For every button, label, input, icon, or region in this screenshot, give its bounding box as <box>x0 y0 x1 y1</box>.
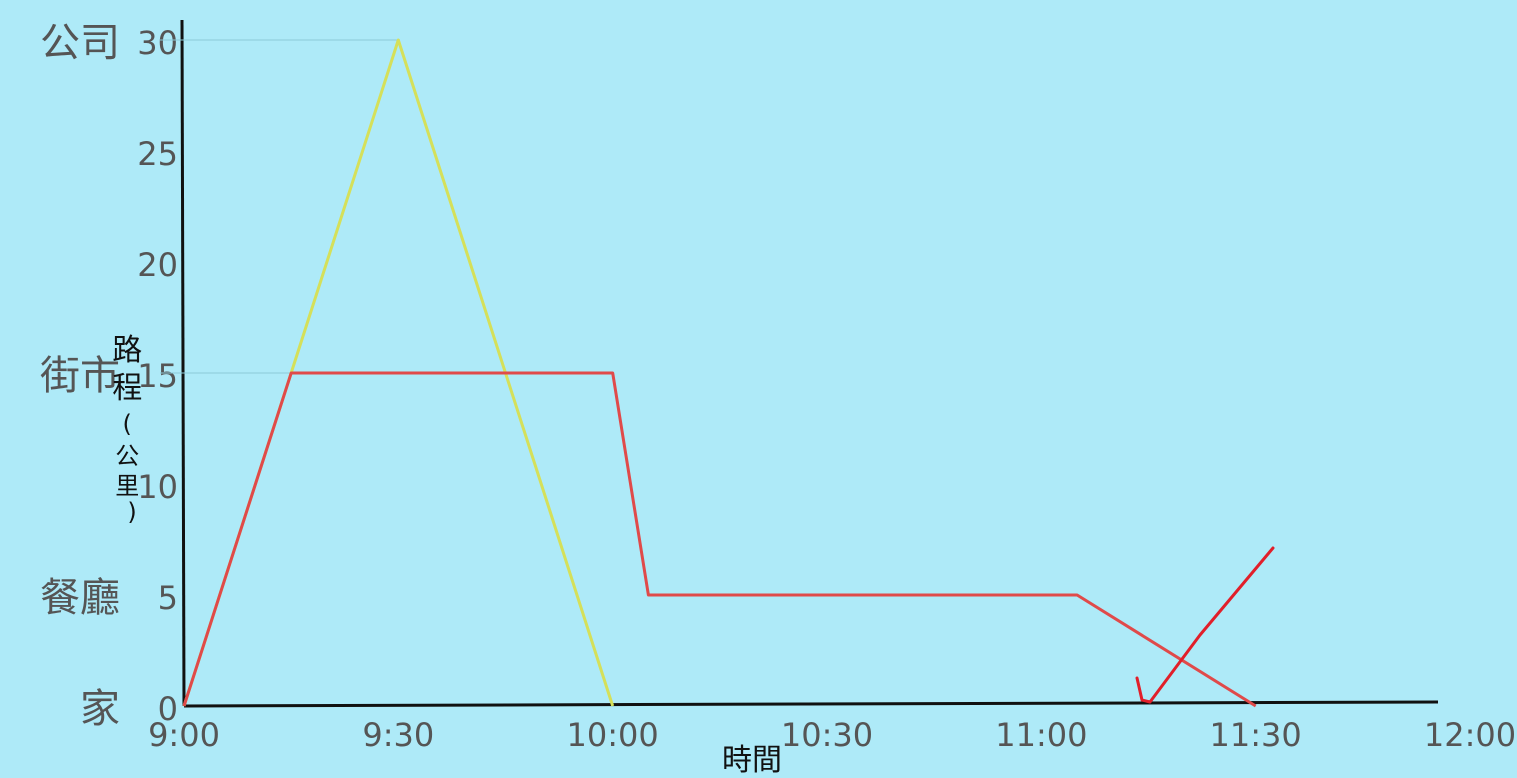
y-tick-label: 0 <box>158 690 178 728</box>
y-tick-label: 25 <box>137 135 178 173</box>
y-tick-label: 15 <box>137 357 178 395</box>
y-axis-label: 路 程 ( 公 里 ) <box>112 333 152 526</box>
x-tick-label: 12:00 <box>1424 716 1516 754</box>
x-tick-label: 11:30 <box>1210 716 1302 754</box>
data-series <box>182 38 1257 708</box>
checkmark-annotation <box>1135 546 1275 704</box>
x-tick-label: 9:00 <box>148 716 220 754</box>
place-label: 街市 <box>40 353 120 399</box>
y-tick-label: 30 <box>137 24 178 62</box>
x-axis-label: 時間 <box>722 743 782 778</box>
y-tick-label: 10 <box>137 468 178 506</box>
series-line-2 <box>182 371 1257 708</box>
tick-labels: 0 5 10 15 20 25 30 9:00 9:30 10:00 10:30 11:00 11:30… <box>137 24 1516 754</box>
y-tick-label: 20 <box>137 246 178 284</box>
x-tick-label: 11:00 <box>995 716 1087 754</box>
axes <box>180 19 1439 708</box>
place-label: 公司 <box>40 20 120 66</box>
y-tick-label: 5 <box>158 579 178 617</box>
y-axis <box>180 19 186 707</box>
place-label: 餐廳 <box>40 575 120 621</box>
x-tick-label: 10:30 <box>781 716 873 754</box>
x-tick-label: 9:30 <box>362 716 434 754</box>
x-axis <box>183 700 1439 708</box>
x-tick-label: 10:00 <box>567 716 659 754</box>
place-label: 家 <box>80 686 120 732</box>
